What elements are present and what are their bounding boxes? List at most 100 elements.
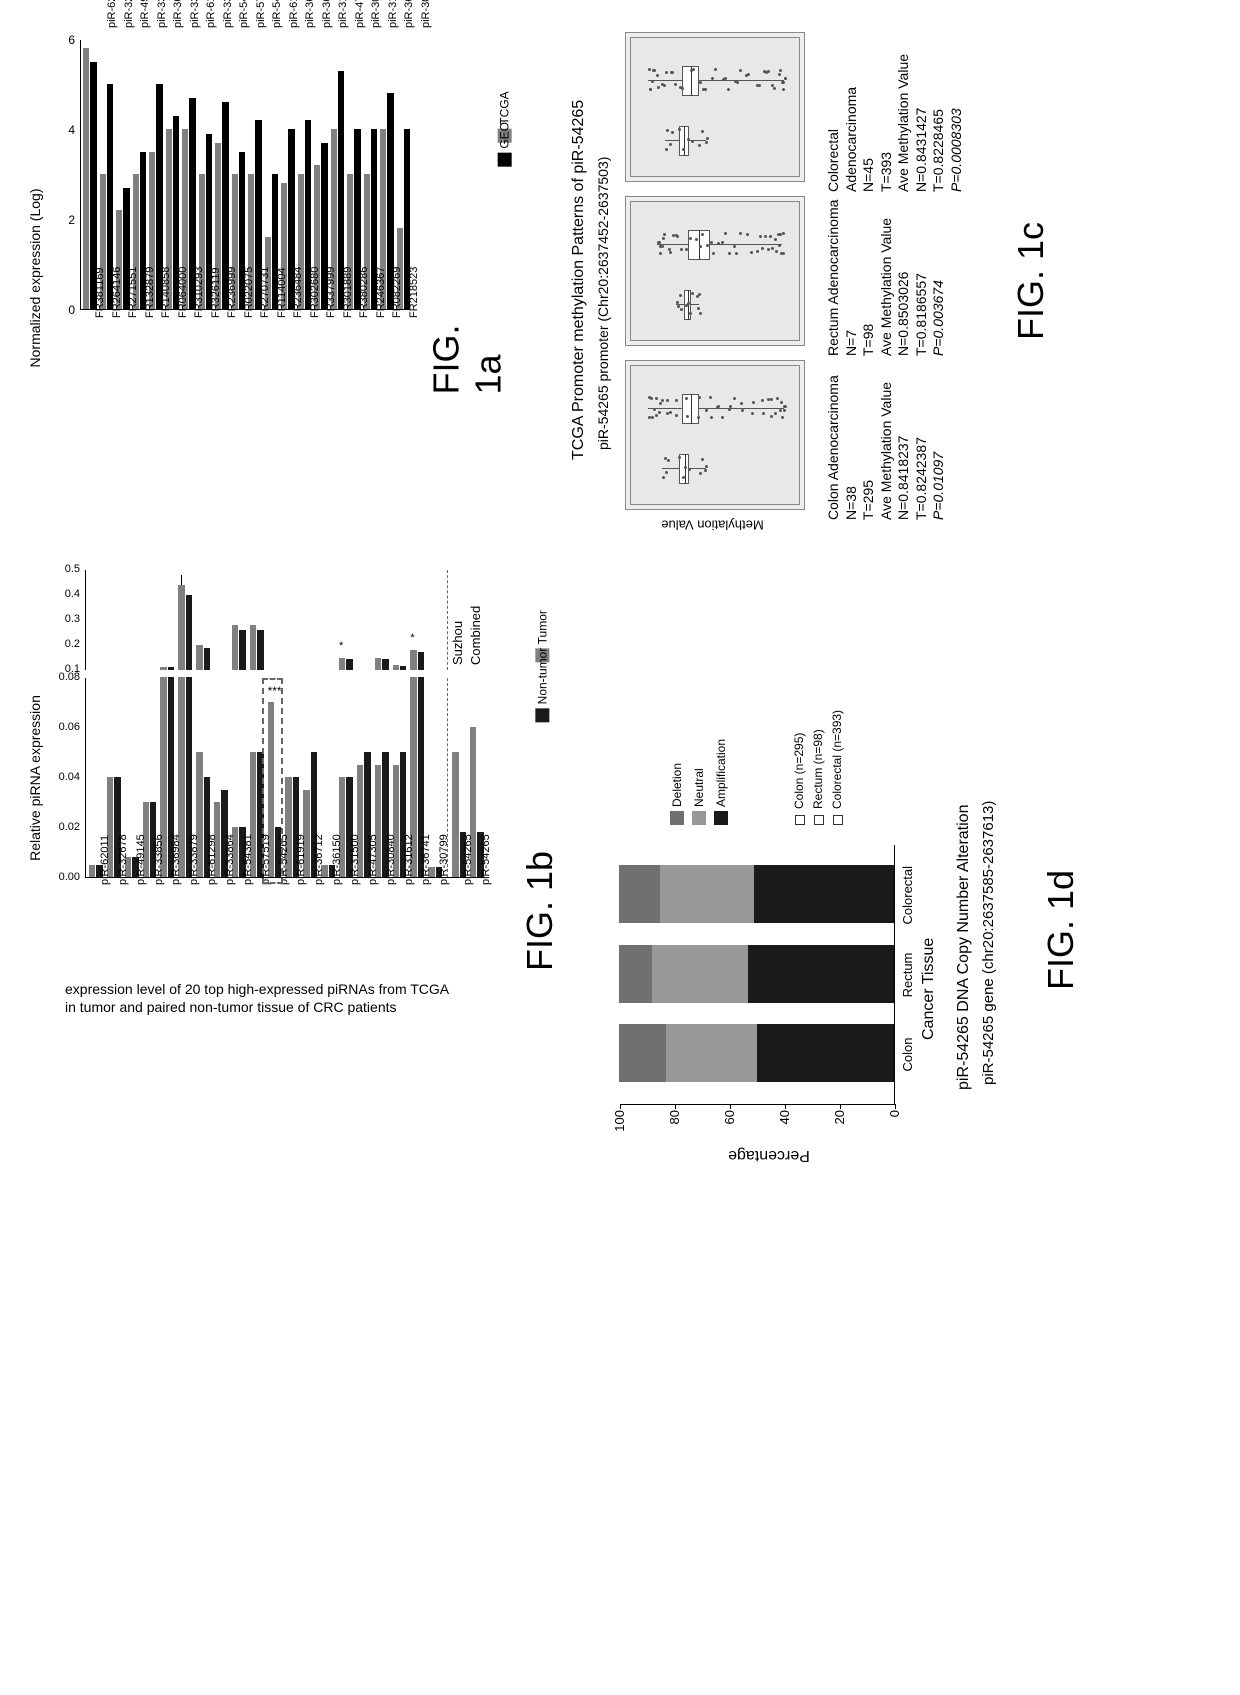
fig1d-stacked-bar [619,1025,894,1083]
fig1b-bar-nontumor-u [186,595,192,670]
fig1b-xtick-label: piR-36984 [170,834,182,885]
fig1a-pir-label: piR-36150 [321,0,333,28]
fig1a-legend-box: TCGAGEO [479,110,530,148]
scatter-pt [661,399,664,402]
scatter-pt [698,144,701,147]
fig1d-legend-item: Neutral [692,739,706,825]
scatter-pt [656,74,659,77]
scatter-pt [679,294,682,297]
fig1a-fr-label: FR022075 [243,267,255,318]
scatter-pt [699,245,702,248]
whisker [710,244,782,245]
fig1b-bar-tumor-u [250,625,256,670]
scatter-pt [652,69,655,72]
fig1a-fr-label: FR132879 [144,267,156,318]
scatter-pt [735,252,738,255]
scatter-pt [706,244,709,247]
scatter-pt [671,131,674,134]
fig1b-bar-tumor-u [410,650,416,670]
seg-amplification [757,1025,895,1083]
scatter-pt [727,88,730,91]
fig1b-bar-nontumor-u [346,659,352,670]
fig1b-xtick-label: piR-61919 [295,834,307,885]
fig1d-xlabel: Cancer Tissue [920,938,938,1040]
scatter-pt [784,405,787,408]
fig1b-bar-upper: * [410,570,425,670]
fig1a-fr-label: FR236999 [226,267,238,318]
scatter-pt [669,251,672,254]
scatter-pt [671,71,674,74]
scatter-pt [648,68,651,71]
whisker [665,140,679,141]
fig1a-fr-label: FR381169 [94,267,106,318]
scatter-pt [767,248,770,251]
fig1a-fr-label: FR246367 [375,267,387,318]
fig1c-ylabel: Methylation Value [633,518,793,533]
fig1b-bar-tumor-u [196,645,202,670]
scatter-pt [783,409,786,412]
fig1a-bottom-labels: FR381169FR264146FR271551FR132879FR140858… [80,318,410,408]
scatter-pt [691,140,694,143]
seg-deletion [619,1025,666,1083]
fig1b-xtick-label: piR-62011 [99,835,111,885]
scatter-pt [705,465,708,468]
seg-neutral [666,1025,757,1083]
fig1b-ytick-u: 0.2 [65,638,80,650]
scatter-pt [782,232,785,235]
fig1b-bar-tumor-u [232,625,238,670]
fig1d-xtick-label: Colon [900,1026,915,1084]
fig1a-pir-label: piR-47305 [354,0,366,28]
fig1c-label: FIG. 1c [1010,222,1052,340]
fig1a-pir-label: piR-32678 [123,0,135,28]
scatter-pt [650,397,653,400]
legend-label: Neutral [692,768,706,807]
fig1a-fr-label: FR271551 [127,267,139,318]
scatter-pt [691,293,694,296]
fig1b-right-suzhou: Suzhou [450,621,465,665]
fig1b-xtick-label: piR-36712 [313,834,325,885]
scatter-pt [728,408,731,411]
fig1c-subtitle: piR-54265 promoter (Chr20:2637452-263750… [595,157,611,450]
fig1a-ylabel: Normalized expression (Log) [27,138,43,418]
scatter-pt [724,232,727,235]
fig1d-legend-item: Deletion [670,739,684,825]
fig1a-bar-tcga [83,48,89,309]
fig1a-fr-label: FR326119 [210,267,222,318]
scatter-pt [686,415,689,418]
fig1c-wrapper: TCGA Promoter methylation Patterns of pi… [570,30,1230,550]
fig1b-bar-upper [160,570,175,670]
fig1b-xtick-label: piR-49145 [135,834,147,885]
scatter-pt [669,143,672,146]
fig1b-bar-nontumor-u [400,666,406,671]
scatter-pt [682,148,685,151]
scatter-pt [706,137,709,140]
fig1a-fr-label: FR218523 [408,267,420,318]
group-label: Colorectal (n=393) [828,710,847,825]
fig1b-legend-item: Non-tumor [535,648,549,723]
fig1b-bar-nontumor-u [418,652,424,670]
sig-star: * [410,632,414,644]
fig1b-bar-upper [375,570,390,670]
scatter-pt [752,401,755,404]
fig1a-pir-label: piR-49145 [139,0,151,28]
fig1b-bar-nontumor-u [257,630,263,671]
fig1a-fr-label: FR310293 [193,267,205,318]
square-icon [814,815,824,825]
fig1b-right-combined: Combined [468,606,483,665]
seg-deletion [619,866,660,924]
scatter-pt [657,86,660,89]
fig1a-pir-label: piR-31500 [337,0,349,28]
fig1b-ytick-u: 0.3 [65,613,80,625]
sig-star: * [339,640,343,652]
fig1b-x-labels: piR-62011piR-32678piR-49145piR-33856piR-… [85,885,485,975]
scatter-pt [782,88,785,91]
scatter-pt [688,468,691,471]
tick-mark [730,1104,731,1109]
scatter-pt [775,250,778,253]
fig1a-fr-label: FR337999 [325,267,337,318]
scatter-pt [740,402,743,405]
fig1a-pir-label: piR-31612 [387,0,399,28]
fig1d-ytick: 60 [722,1110,737,1124]
whisker [699,80,784,81]
scatter-pt [675,414,678,417]
